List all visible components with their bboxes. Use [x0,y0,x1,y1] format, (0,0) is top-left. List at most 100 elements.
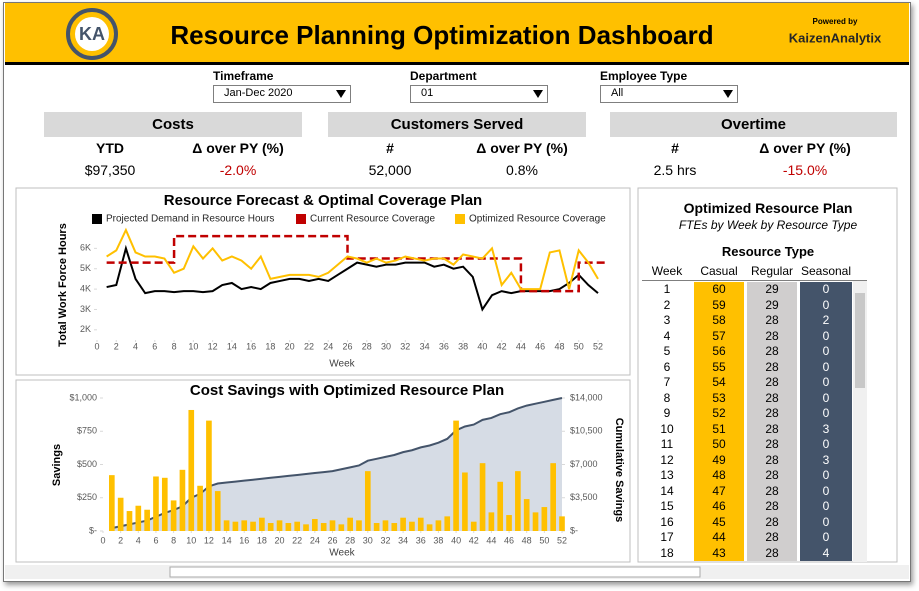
savings-bar [417,517,424,531]
filter-dropdown[interactable]: Jan-Dec 2020 [213,85,351,103]
legend-label: Current Resource Coverage [310,214,435,225]
dropdown-arrow[interactable] [336,90,346,98]
y-axis-label: Total Work Force Hours [57,223,69,347]
filter-dropdown[interactable]: All [600,85,738,103]
kpi-value: 52,000 [368,162,412,178]
table-cell: 43 [694,545,744,561]
savings-bar [338,524,345,531]
table-cell: 6 [663,359,671,374]
legend-swatch [296,214,306,224]
table-cell: 28 [747,530,797,546]
x-tick-label: 0 [100,535,105,545]
table-cell: 28 [747,313,797,329]
table-cell: 4 [663,328,671,343]
column-header: Week [651,264,683,278]
y-axis-label: Savings [51,444,63,486]
savings-bar [241,520,248,531]
savings-bar [373,523,380,531]
table-cell: 7 [663,375,671,389]
series-line [106,244,599,312]
table-cell: 0 [800,514,852,530]
kpi-header: Overtime [610,112,897,137]
dropdown-arrow[interactable] [533,90,543,98]
x-tick-label: 6 [152,341,157,351]
table-cell: 0 [800,483,852,499]
table-cell: 12 [660,452,674,467]
savings-bar [497,481,504,531]
table-cell: 28 [747,421,797,437]
table-cell: 10 [660,421,674,436]
table-cell: 47 [694,483,744,499]
table-cell: 28 [747,545,797,561]
savings-bar [170,500,177,531]
header-rule [642,280,867,281]
x-tick-label: 40 [451,535,461,545]
y2-tick-label: $10,500 [570,426,603,436]
savings-bar [117,497,124,531]
x-tick-label: 50 [539,535,549,545]
x-tick-label: 4 [133,341,138,351]
powered-by: Powered by [813,17,858,26]
column-header: Casual [700,264,738,278]
savings-bar [488,512,495,531]
table-cell: 28 [747,359,797,375]
kpi-label: YTD [96,140,124,156]
y-tick-label: 5K [80,263,91,273]
savings-bar [532,512,539,531]
x-tick-label: 32 [400,341,410,351]
table-cell: 0 [800,375,852,391]
kpi-title: Overtime [720,116,787,133]
h-scroll-thumb[interactable] [169,566,701,578]
savings-bar [109,475,115,531]
table-cell: 0 [800,390,852,406]
table-cell: 2 [800,313,852,329]
table-cell: 46 [694,499,744,515]
y2-tick-label: $7,000 [570,459,598,469]
x-tick-label: 48 [522,535,532,545]
savings-bar [312,519,318,531]
dropdown-arrow[interactable] [723,90,733,98]
x-tick-label: 22 [292,535,302,545]
savings-bar [391,523,398,531]
savings-bar [364,471,371,531]
table-cell: 3 [663,313,671,327]
legend-swatch [455,214,465,224]
savings-bar [409,521,415,531]
table-cell: 0 [800,282,852,298]
table-cell: 5 [663,344,671,358]
table-cell: 59 [694,297,744,313]
y-tick-label: $- [89,525,97,535]
x-tick-label: 20 [275,535,285,545]
x-tick-label: 2 [118,535,123,545]
x-tick-label: 8 [172,341,177,351]
filter-value: All [611,87,624,99]
x-tick-label: 14 [227,341,237,351]
savings-bar [382,520,389,531]
savings-bar [435,520,442,531]
kpi-label: Δ over PY (%) [476,140,568,156]
x-tick-label: 10 [186,535,196,545]
brand: KaizenAnalytix [789,30,882,45]
table-cell: 1 [663,282,671,296]
table-cell: 0 [800,437,852,453]
y-tick-label: 3K [80,304,91,314]
x-tick-label: 6 [153,535,158,545]
y-tick-label: $750 [77,426,97,436]
table-cell: 56 [694,344,744,360]
x-tick-label: 26 [327,535,337,545]
x-tick-label: 48 [554,341,564,351]
savings-bar [356,520,362,531]
table-subtitle: FTEs by Week by Resource Type [678,218,858,232]
x-tick-label: 46 [504,535,514,545]
filter-dropdown[interactable]: 01 [410,85,548,103]
table-cell: 51 [694,421,744,437]
table-cell: 55 [694,359,744,375]
x-tick-label: 44 [516,341,526,351]
table-cell: 60 [694,282,744,298]
table-cell: 13 [660,468,674,482]
table-scroll-thumb[interactable] [855,293,865,388]
table-cell: 4 [800,545,852,561]
table-cell: 49 [694,452,744,468]
filter-label: Department [410,69,477,83]
